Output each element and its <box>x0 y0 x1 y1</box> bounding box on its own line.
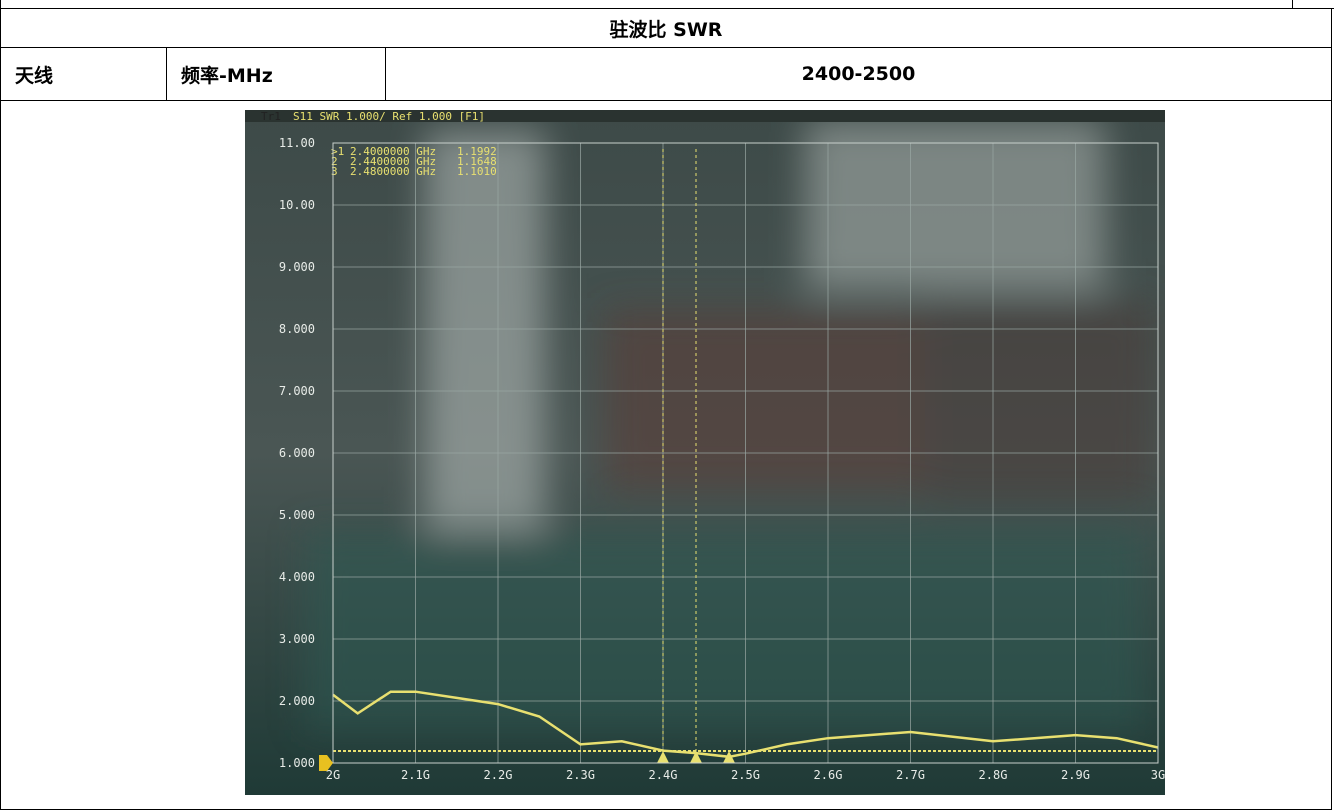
y-tick-label: 10.00 <box>279 198 315 212</box>
analyzer-photo: Tr1 S11 SWR 1.000/ Ref 1.000 [F1] 11.00 10.… <box>245 110 1165 795</box>
x-tick-label: 2.1G <box>401 768 430 782</box>
marker-swr: 1.1992 <box>457 145 497 158</box>
trace-name: Tr1 <box>261 110 281 123</box>
marker-freq: 2.4800000 GHz <box>350 165 436 178</box>
trace-info: S11 SWR 1.000/ Ref 1.000 [F1] <box>293 110 485 123</box>
cell-text: 频率-MHz <box>181 64 273 87</box>
y-tick-label: 1.000 <box>279 756 315 770</box>
cell: 2400-2500 <box>385 47 1332 101</box>
y-tick-label: 8.000 <box>279 322 315 336</box>
ref-arrow <box>319 755 333 771</box>
y-tick-label: 6.000 <box>279 446 315 460</box>
y-tick-label: 2.000 <box>279 694 315 708</box>
x-tick-label: 2.7G <box>896 768 925 782</box>
marker-freq: 2.4400000 GHz <box>350 155 436 168</box>
x-tick-label: 2.9G <box>1061 768 1090 782</box>
y-tick-label: 11.00 <box>279 136 315 150</box>
marker-label: 2 <box>331 155 338 168</box>
title: 驻波比 SWR <box>609 18 723 41</box>
y-tick-label: 3.000 <box>279 632 315 646</box>
marker-triangle <box>657 751 669 763</box>
header-bar <box>245 110 1165 122</box>
x-tick-label: 2.3G <box>566 768 595 782</box>
cell: 频率-MHz <box>166 47 386 101</box>
y-tick-label: 7.000 <box>279 384 315 398</box>
marker-freq: 2.4000000 GHz <box>350 145 436 158</box>
marker-swr: 1.1648 <box>457 155 497 168</box>
x-tick-label: 2.4G <box>649 768 678 782</box>
marker-triangle <box>690 751 702 763</box>
reflection <box>305 120 1155 730</box>
swr-trace <box>332 690 1159 759</box>
cell-text: 天线 <box>15 64 54 87</box>
plot-frame <box>332 142 1159 764</box>
cell: 天线 <box>0 47 167 101</box>
x-tick-label: 2.6G <box>814 768 843 782</box>
x-tick-label: 2.8G <box>979 768 1008 782</box>
x-tick-label: 3G <box>1151 768 1165 782</box>
marker-label: >1 <box>331 145 344 158</box>
marker-swr: 1.1010 <box>457 165 497 178</box>
y-tick-label: 5.000 <box>279 508 315 522</box>
cell-text: 2400-2500 <box>801 63 916 85</box>
title-cell: 驻波比 SWR <box>0 8 1332 48</box>
y-tick-label: 9.000 <box>279 260 315 274</box>
x-tick-label: 2G <box>326 768 340 782</box>
y-tick-label: 4.000 <box>279 570 315 584</box>
x-tick-label: 2.2G <box>484 768 513 782</box>
marker-label: 3 <box>331 165 338 178</box>
x-tick-label: 2.5G <box>731 768 760 782</box>
